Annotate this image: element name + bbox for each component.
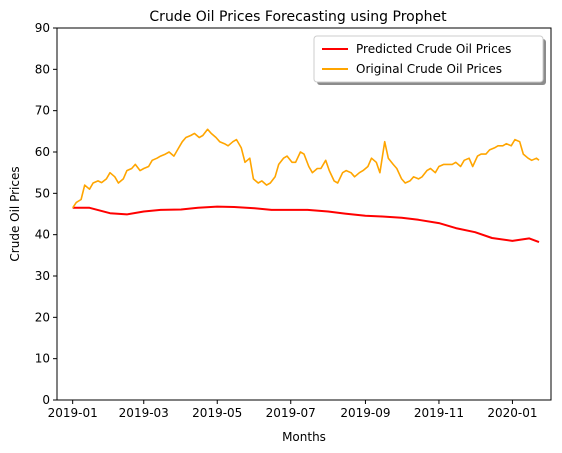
y-axis-label: Crude Oil Prices — [8, 166, 22, 261]
y-tick-label: 10 — [35, 352, 50, 366]
chart-title: Crude Oil Prices Forecasting using Proph… — [149, 9, 447, 25]
series-layer — [72, 128, 540, 244]
y-tick-label: 40 — [35, 228, 50, 242]
x-tick-label: 2019-09 — [340, 406, 390, 420]
legend-entry-label: Predicted Crude Oil Prices — [356, 42, 511, 56]
legend-box — [313, 35, 544, 83]
y-tick-label: 80 — [35, 62, 50, 76]
series-line-original — [72, 128, 540, 209]
x-tick-label: 2020-01 — [487, 406, 537, 420]
y-tick-label: 30 — [35, 269, 50, 283]
x-tick-label: 2019-11 — [414, 406, 464, 420]
legend-entry-label: Original Crude Oil Prices — [356, 62, 502, 76]
series-line-predicted — [72, 205, 540, 244]
y-tick-label: 50 — [35, 186, 50, 200]
y-tick-label: 70 — [35, 104, 50, 118]
plot-frame — [56, 27, 552, 401]
x-tick-label: 2019-05 — [192, 406, 242, 420]
x-axis: 2019-01 2019-03 2019-05 2019-07 2019-09 2019-… — [48, 400, 538, 420]
y-axis: 0 10 20 30 40 50 60 70 80 90 — [35, 21, 57, 407]
legend: Predicted Crude Oil Prices Original Crude… — [313, 35, 546, 85]
y-tick-label: 60 — [35, 145, 50, 159]
y-tick-label: 0 — [42, 393, 50, 407]
x-tick-label: 2019-03 — [119, 406, 169, 420]
y-tick-label: 90 — [35, 21, 50, 35]
x-tick-label: 2019-07 — [266, 406, 316, 420]
x-axis-label: Months — [282, 430, 326, 444]
x-tick-label: 2019-01 — [48, 406, 98, 420]
y-tick-label: 20 — [35, 310, 50, 324]
